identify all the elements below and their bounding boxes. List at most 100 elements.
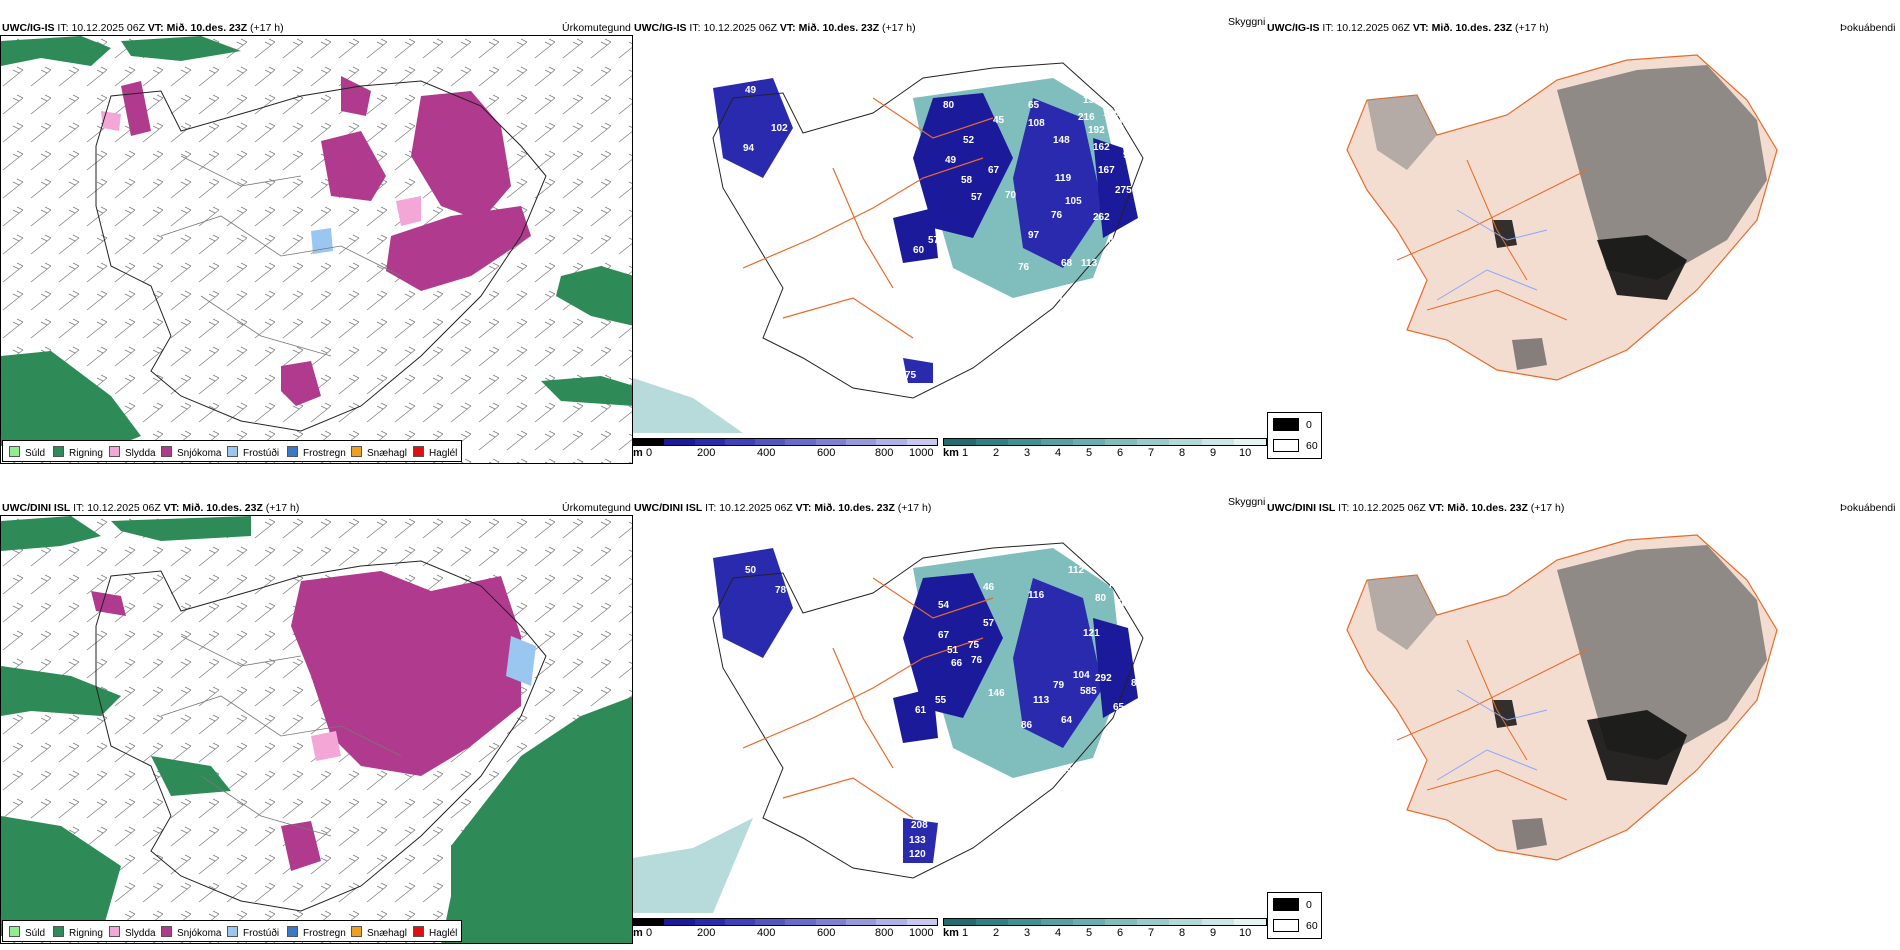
fog-panel-bottom: UWC/DINI ISL IT: 10.12.2025 06Z VT: Mið.… [1267, 480, 1900, 950]
it-value: 10.12.2025 06Z [1336, 22, 1410, 34]
ceiling-value-label: 76 [971, 655, 983, 666]
road-lines [160, 155, 402, 357]
colorbar-tick: 600 [817, 927, 836, 939]
vt-value: Mið. 10.des. 23Z [182, 502, 263, 514]
colorbar-tick: 0 [646, 927, 653, 939]
ceiling-area [893, 688, 938, 743]
ceiling-value-label: 54 [938, 600, 950, 611]
ceiling-value-label: 64 [1061, 715, 1073, 726]
ceiling-map: 50 78 54 46 112 116 80 78 66 67 57 75 76… [633, 542, 1193, 913]
colorbar-tick: 3 [1024, 927, 1031, 939]
it-label: IT: [73, 502, 85, 514]
ceiling-value-label: 105 [1065, 196, 1082, 207]
ceiling-value-label: 76 [1051, 210, 1063, 221]
ceiling-value-label: 94 [743, 143, 755, 154]
ceiling-value-label: 116 [1028, 590, 1045, 601]
colorbar-tick: 5 [1086, 447, 1093, 459]
fog-area [1557, 65, 1767, 280]
lead-time: (+17 h) [882, 22, 916, 34]
legend-item: Frostúði [227, 926, 279, 939]
ceiling-value-label: 81 [1113, 258, 1125, 269]
ceiling-value-label: 95 [1123, 150, 1135, 161]
ceiling-value-label: 45 [993, 115, 1005, 126]
ceiling-value-label: 81 [1108, 235, 1120, 246]
fog-area [1557, 545, 1767, 760]
frost-drizzle-area [506, 636, 536, 686]
ceiling-map: 49 102 94 80 52 45 49 65 108 151 169 216… [633, 62, 1193, 433]
road-lines [1396, 159, 1588, 321]
vt-value: Mið. 10.des. 23Z [814, 502, 895, 514]
ceiling-value-label: 189 [1058, 295, 1075, 306]
it-label: IT: [1338, 502, 1350, 514]
precip-legend: Súld Rigning Slydda Snjókoma Frostúði Fr… [2, 440, 462, 462]
coastline [712, 62, 1144, 399]
ceiling-value-label: 102 [1118, 118, 1135, 129]
frost-drizzle-area [311, 228, 333, 254]
ceiling-value-label: 119 [1055, 173, 1072, 184]
vt-label: VT: [147, 22, 164, 34]
ceiling-value-label: 112 [1068, 565, 1085, 576]
rain-area [541, 376, 632, 406]
ceiling-value-label: 60 [913, 245, 925, 256]
colorbar-tick: 6 [1117, 447, 1124, 459]
panel-header: UWC/DINI ISL IT: 10.12.2025 06Z VT: Mið.… [634, 502, 931, 514]
fog-key-label: 0 [1306, 899, 1312, 911]
it-label: IT: [57, 22, 69, 34]
colorbar-tick: 9 [1210, 927, 1217, 939]
ceiling-value-label: 55 [935, 695, 947, 706]
it-value: 10.12.2025 06Z [1352, 502, 1426, 514]
ceiling-value-label: 104 [1073, 670, 1090, 681]
fog-area [1492, 220, 1517, 248]
colorbar-tick: 7 [1148, 447, 1155, 459]
visibility-area [633, 378, 743, 433]
fog-key-label: 0 [1306, 419, 1312, 431]
ceiling-value-label: 79 [1053, 680, 1065, 691]
colorbar-tick: 800 [875, 927, 894, 939]
panel-title: Þokuábendi [1840, 22, 1896, 34]
road-lines [742, 97, 994, 339]
precip-type-panel-top: UWC/IG-IS IT: 10.12.2025 06Z VT: Mið. 10… [0, 0, 633, 470]
colorbar-tick: 7 [1148, 927, 1155, 939]
rain-area [1, 351, 141, 456]
ceiling-value-label: 151 [1083, 95, 1100, 106]
snow-area [281, 821, 321, 871]
ceiling-values: 49 102 94 80 52 45 49 65 108 151 169 216… [743, 85, 1193, 381]
ceiling-value-label: 65 [1113, 702, 1125, 713]
snow-area [341, 76, 371, 116]
ceiling-value-label: 78 [1138, 685, 1150, 696]
ceiling-area [1093, 138, 1138, 238]
colorbar-tick: 200 [697, 447, 716, 459]
it-value: 10.12.2025 06Z [703, 22, 777, 34]
snow-area [321, 131, 386, 201]
ceiling-value-label: 167 [1098, 165, 1115, 176]
vt-value: Mið. 10.des. 23Z [166, 22, 248, 34]
coastline [712, 542, 1144, 879]
colorbar-tick: 2 [993, 927, 1000, 939]
ceiling-value-label: 63 [1143, 138, 1155, 149]
colorbar-tick: 2 [993, 447, 1000, 459]
colorbar-tick: 4 [1055, 927, 1062, 939]
fog-panel-top: UWC/IG-IS IT: 10.12.2025 06Z VT: Mið. 10… [1267, 0, 1900, 470]
colorbar-tick: 8 [1179, 447, 1186, 459]
ceiling-value-label: 57 [971, 192, 983, 203]
colorbar-tick: 200 [697, 927, 716, 939]
ceiling-area [903, 573, 1003, 718]
ceiling-value-label: 67 [988, 165, 1000, 176]
colorbar-tick: 9 [1210, 447, 1217, 459]
visibility-area [633, 818, 753, 913]
rain-area [111, 516, 251, 541]
ceiling-value-label: 66 [1116, 598, 1128, 609]
ceiling-value-label: 121 [1083, 628, 1100, 639]
map-frame [0, 35, 633, 464]
it-value: 10.12.2025 06Z [71, 22, 145, 34]
colorbar-tick: 4 [1055, 447, 1062, 459]
colorbar-unit: m [633, 927, 643, 939]
legend-item: Frostregn [287, 446, 346, 459]
ceiling-value-label: 78 [775, 585, 787, 596]
ceiling-value-label: 57 [983, 618, 995, 629]
colorbar-tick: 600 [817, 447, 836, 459]
colorbar-tick: 1 [962, 447, 969, 459]
model-label: UWC/IG-IS [1267, 22, 1320, 34]
colorbar-tick: 1000 [909, 447, 934, 459]
ceiling-value-label: 133 [909, 835, 926, 846]
